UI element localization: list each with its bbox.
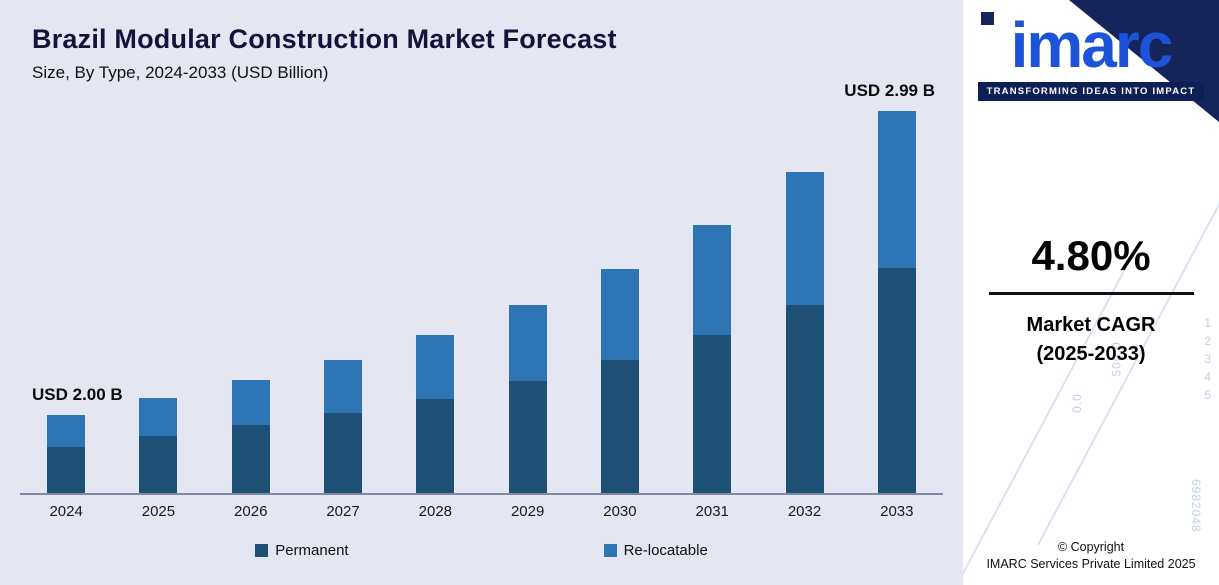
watermark-digit: 5 xyxy=(1204,388,1211,402)
copyright-line1: © Copyright xyxy=(1057,540,1125,555)
x-axis-label: 2030 xyxy=(603,503,637,520)
bar-segment-permanent xyxy=(139,436,178,493)
annotation-end-value: USD 2.99 B xyxy=(844,81,935,100)
x-axis-label: 2024 xyxy=(49,503,83,520)
x-axis-label: 2031 xyxy=(695,503,729,520)
bar-segment-permanent xyxy=(877,268,916,493)
legend-item-permanent: Permanent xyxy=(255,542,349,559)
legend-label-permanent: Permanent xyxy=(275,542,349,559)
sidebar-content: imarc TRANSFORMING IDEAS INTO IMPACT 4.8… xyxy=(963,0,1219,585)
chart-subtitle: Size, By Type, 2024-2033 (USD Billion) xyxy=(32,63,329,82)
bar-segment-relocatable xyxy=(877,111,916,268)
bar-segment-relocatable xyxy=(47,415,86,447)
x-axis-label: 2025 xyxy=(141,503,176,520)
bar-column xyxy=(758,172,850,493)
bar-segment-relocatable xyxy=(139,398,178,436)
x-axis-labels: 2024 2025 2026 2027 2028 2029 2030 2031 2032 2033 xyxy=(20,503,943,520)
chart-title: Brazil Modular Construction Market Forec… xyxy=(32,24,617,54)
bar-segment-permanent xyxy=(47,447,86,493)
bar-segment-permanent xyxy=(416,399,455,493)
plot-area: USD 2.00 B USD 2.99 B 2024 2025 2026 2027 202… xyxy=(20,81,943,520)
bar-segment-permanent xyxy=(324,413,363,493)
copyright-line2: IMARC Services Private Limited 2025 xyxy=(986,557,1196,572)
legend-item-relocatable: Re-locatable xyxy=(603,542,708,559)
chart-panel: Brazil Modular Construction Market Forec… xyxy=(0,0,963,585)
legend-swatch-relocatable xyxy=(603,544,617,557)
bar-segment-permanent xyxy=(508,381,547,493)
x-axis-label: 2027 xyxy=(326,503,360,520)
bar-segment-relocatable xyxy=(508,305,547,381)
bar-segment-relocatable xyxy=(231,380,270,425)
bar-segment-relocatable xyxy=(416,335,455,399)
sidebar: 500.0 0.0 6982048 1 2 3 4 5 imarc TRANSF… xyxy=(963,0,1219,585)
bar-column xyxy=(851,111,943,493)
x-axis-label: 2028 xyxy=(418,503,453,520)
copyright: © Copyright IMARC Services Private Limit… xyxy=(963,539,1219,573)
bar-segment-permanent xyxy=(231,425,270,493)
cagr-label-line2: (2025-2033) xyxy=(1036,343,1146,365)
x-axis-label: 2032 xyxy=(787,503,822,520)
watermark-digit: 2 xyxy=(1204,334,1211,348)
bar-segment-relocatable xyxy=(600,269,639,360)
bar-column xyxy=(20,415,112,493)
cagr-block: 4.80% Market CAGR (2025-2033) xyxy=(963,232,1219,369)
imarc-tagline: TRANSFORMING IDEAS INTO IMPACT xyxy=(977,82,1205,102)
bar-column xyxy=(205,380,297,493)
watermark-digit: 1 xyxy=(1204,316,1211,330)
bar-column xyxy=(666,225,758,493)
imarc-logo: imarc TRANSFORMING IDEAS INTO IMPACT xyxy=(963,9,1219,102)
watermark-graphics: 500.0 0.0 6982048 1 2 3 4 5 xyxy=(963,0,1219,585)
cagr-value: 4.80% xyxy=(1031,232,1151,279)
annotation-start-value: USD 2.00 B xyxy=(32,385,123,404)
bar-column xyxy=(574,269,666,493)
bar-segment-relocatable xyxy=(693,225,732,335)
watermark-number: 6982048 xyxy=(1189,479,1203,533)
legend-swatch-permanent xyxy=(255,544,269,557)
bar-segment-permanent xyxy=(785,305,824,493)
watermark-digit: 4 xyxy=(1204,370,1211,384)
bar-segment-relocatable xyxy=(324,360,363,413)
cagr-label-line1: Market CAGR xyxy=(1026,314,1156,336)
cagr-label: Market CAGR (2025-2033) xyxy=(963,311,1219,369)
bar-column xyxy=(389,335,481,493)
legend: Permanent Re-locatable xyxy=(0,542,963,559)
bar-column xyxy=(481,305,573,493)
bars: USD 2.00 B USD 2.99 B xyxy=(20,81,943,495)
cagr-divider xyxy=(988,292,1194,295)
bar-segment-relocatable xyxy=(785,172,824,305)
logo-accent-square xyxy=(981,12,994,25)
x-axis-label: 2033 xyxy=(880,503,914,520)
x-axis-label: 2026 xyxy=(234,503,268,520)
bar-column xyxy=(297,360,389,493)
watermark-axis-digits: 1 2 3 4 5 xyxy=(1204,316,1211,402)
watermark-digit: 3 xyxy=(1204,352,1211,366)
x-axis-label: 2029 xyxy=(510,503,545,520)
bar-segment-permanent xyxy=(600,360,639,493)
bar-column xyxy=(112,398,204,493)
legend-label-relocatable: Re-locatable xyxy=(623,542,708,559)
bar-segment-permanent xyxy=(693,335,732,493)
imarc-logo-text: imarc xyxy=(1010,9,1174,81)
